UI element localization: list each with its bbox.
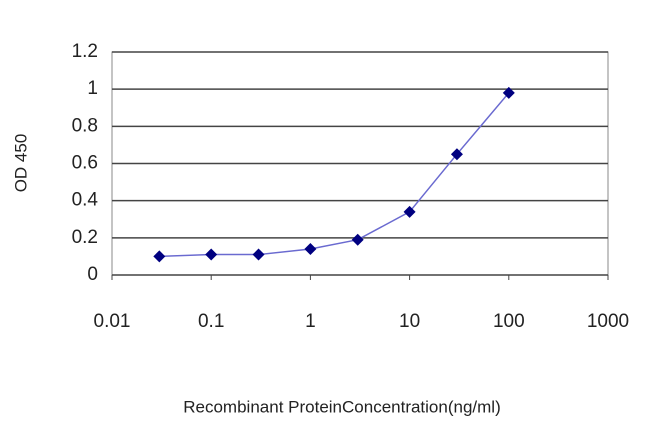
data-point xyxy=(252,248,265,261)
x-tick-label: 100 xyxy=(493,311,525,332)
y-tick-label: 0.8 xyxy=(72,115,98,136)
data-point xyxy=(304,242,317,255)
x-tick-label: 10 xyxy=(399,311,420,332)
x-tick-label: 0.01 xyxy=(94,311,131,332)
data-point xyxy=(403,205,416,218)
y-tick-label: 1 xyxy=(87,78,98,99)
y-tick-label: 0.4 xyxy=(72,190,99,211)
y-tick-label: 0 xyxy=(87,264,98,285)
y-axis-label: OD 450 xyxy=(11,134,30,193)
data-point xyxy=(205,248,218,261)
data-point xyxy=(351,233,364,246)
data-point xyxy=(153,250,166,263)
y-tick-label: 0.6 xyxy=(72,153,98,174)
data-point xyxy=(450,148,463,161)
data-point xyxy=(502,86,515,99)
x-axis-label: Recombinant ProteinConcentration(ng/ml) xyxy=(183,397,501,416)
y-tick-label: 1.2 xyxy=(72,41,98,62)
x-tick-label: 1 xyxy=(305,311,316,332)
series-line xyxy=(159,92,510,258)
y-tick-label: 0.2 xyxy=(72,227,98,248)
x-tick-label: 1000 xyxy=(587,311,629,332)
x-tick-label: 0.1 xyxy=(198,311,224,332)
